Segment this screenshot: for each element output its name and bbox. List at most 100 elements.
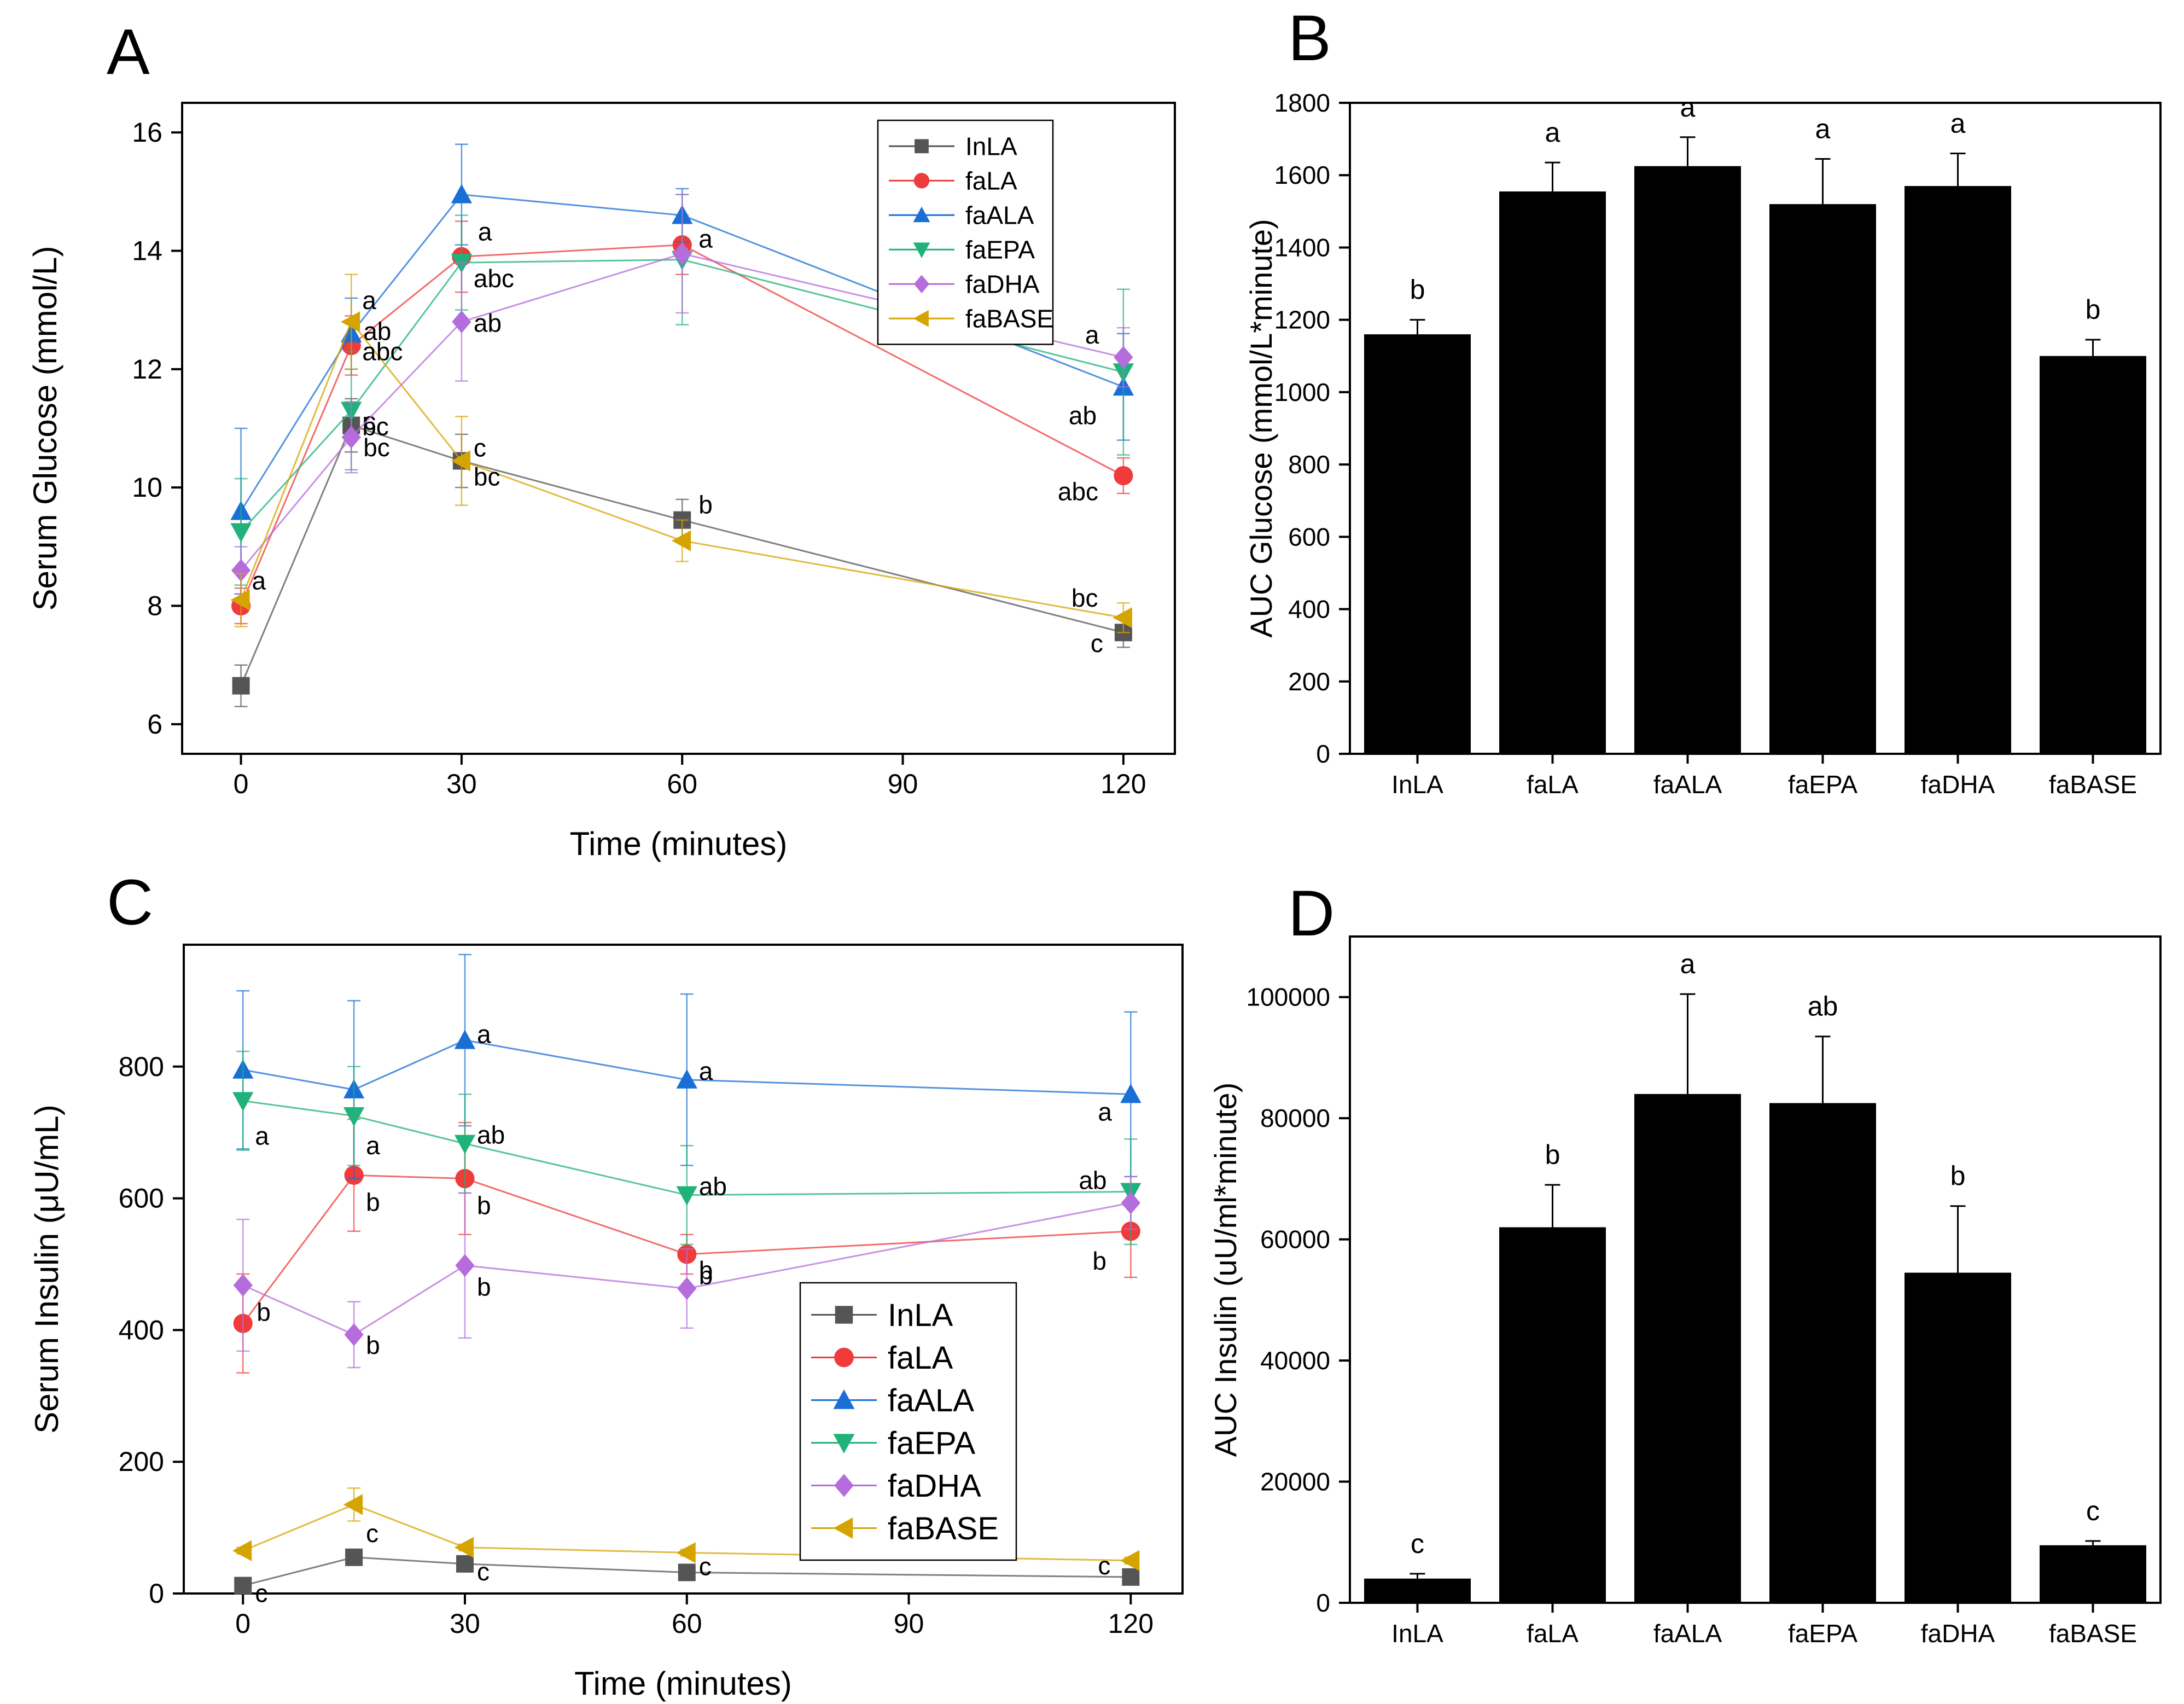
legend-marker xyxy=(913,173,930,189)
x-tick-label: faEPA xyxy=(1788,770,1857,799)
legend-box xyxy=(799,1282,1017,1561)
bar-fabase xyxy=(2040,356,2146,754)
x-tick-label: 60 xyxy=(667,769,697,799)
legend-label: InLA xyxy=(888,1298,953,1333)
panel-letter-a: A xyxy=(107,16,150,88)
plot-frame xyxy=(1349,935,2162,1604)
x-tick-label: faBASE xyxy=(2049,1619,2137,1648)
data-point xyxy=(343,1494,363,1515)
y-tick-label: 800 xyxy=(119,1051,164,1082)
significance-label: a xyxy=(1815,113,1831,144)
y-tick-label: 14 xyxy=(132,235,162,266)
panel-letter-d: D xyxy=(1288,877,1335,950)
legend-label: faBASE xyxy=(965,304,1053,333)
legend-marker xyxy=(834,1474,854,1497)
y-tick-label: 200 xyxy=(119,1446,164,1477)
legend-label: faALA xyxy=(965,201,1034,229)
significance-label: c xyxy=(1411,1528,1424,1559)
x-tick-label: 90 xyxy=(894,1608,924,1639)
y-tick-label: 0 xyxy=(1316,740,1330,768)
bar-inla xyxy=(1364,1578,1471,1603)
x-axis-label: Time (minutes) xyxy=(570,825,788,862)
significance-label: ab xyxy=(477,1121,505,1149)
chart-b: 0 200 400 600 800 1000 1200 1400 1600 1800 AUC Glu… xyxy=(1244,89,2162,799)
data-point xyxy=(672,530,691,551)
significance-label: ab xyxy=(1079,1166,1106,1195)
data-point xyxy=(677,1277,697,1300)
legend-label: faBASE xyxy=(888,1511,999,1546)
panel-d: D 0 20000 40000 60000 80000 100000 AUC Insulin… xyxy=(1208,877,2162,1648)
significance-label: a xyxy=(252,567,266,595)
y-tick-label: 600 xyxy=(119,1183,164,1214)
data-point xyxy=(1113,607,1132,629)
significance-label: b xyxy=(699,1261,713,1290)
x-tick-label: 90 xyxy=(888,769,918,799)
significance-label: bc xyxy=(362,412,389,441)
x-tick-label: 30 xyxy=(446,769,477,799)
y-tick-label: 400 xyxy=(1288,595,1330,624)
x-tick-label: faLA xyxy=(1527,770,1579,799)
significance-label: a xyxy=(1085,321,1099,349)
data-point xyxy=(232,677,250,695)
y-tick-label: 8 xyxy=(147,591,162,621)
significance-label: ab xyxy=(1808,991,1838,1022)
y-tick-label: 40000 xyxy=(1260,1346,1330,1375)
x-tick-label: 0 xyxy=(234,769,249,799)
data-point xyxy=(1120,1084,1141,1103)
significance-label: c xyxy=(699,1552,712,1580)
y-tick-label: 600 xyxy=(1288,522,1330,551)
x-tick-label: 120 xyxy=(1100,769,1146,799)
significance-label: b xyxy=(1545,1139,1560,1170)
bar-fabase xyxy=(2040,1545,2146,1603)
data-point xyxy=(1114,346,1133,369)
data-point xyxy=(451,184,473,203)
x-tick-label: 0 xyxy=(235,1608,251,1639)
significance-label: c xyxy=(477,1557,490,1586)
data-point xyxy=(454,1135,476,1154)
y-axis-label: AUC Insulin (uU/ml*minute) xyxy=(1208,1083,1243,1457)
x-tick-label: 30 xyxy=(450,1608,480,1639)
significance-label: bc xyxy=(363,433,390,462)
data-point xyxy=(344,1323,364,1346)
significance-label: ab xyxy=(699,1172,727,1201)
x-tick-label: InLA xyxy=(1391,770,1443,799)
y-axis-label: Serum Glucose (mmol/L) xyxy=(27,246,63,611)
bar-faepa xyxy=(1769,204,1876,754)
panel-a: A 0 30 60 90 120 6 8 10 12 14 16 Time (minutes) Seru… xyxy=(27,16,1176,862)
legend-marker xyxy=(834,1347,854,1368)
chart-d: 0 20000 40000 60000 80000 100000 AUC Insulin (… xyxy=(1208,935,2162,1648)
legend: InLA faLA faALA faEPA faDHA faBASE xyxy=(799,1282,1017,1561)
significance-label: b xyxy=(1092,1247,1106,1275)
data-point xyxy=(678,1563,696,1581)
significance-label: b xyxy=(698,491,713,519)
y-tick-label: 20000 xyxy=(1260,1468,1330,1496)
legend-label: faLA xyxy=(888,1340,953,1376)
significance-label: a xyxy=(1950,108,1966,139)
data-point xyxy=(676,1542,696,1563)
significance-label: b xyxy=(366,1188,380,1216)
legend-marker xyxy=(833,1517,853,1539)
legend-marker xyxy=(913,206,930,223)
data-point xyxy=(1120,1550,1140,1571)
y-tick-label: 16 xyxy=(132,117,162,148)
legend-label: faEPA xyxy=(888,1426,975,1461)
significance-label: c xyxy=(255,1579,267,1608)
legend-marker xyxy=(915,139,929,154)
legend-marker xyxy=(913,242,930,258)
significance-label: b xyxy=(699,1256,713,1284)
y-tick-label: 1000 xyxy=(1274,378,1330,406)
data-point xyxy=(455,1254,475,1277)
significance-label: a xyxy=(1680,92,1696,123)
legend-marker xyxy=(833,1434,855,1453)
legend-marker xyxy=(833,1389,855,1409)
significance-label: a xyxy=(1545,117,1560,148)
significance-label: a xyxy=(362,286,376,315)
significance-label: b xyxy=(257,1298,271,1326)
data-point xyxy=(231,559,251,582)
significance-label: ab xyxy=(474,309,502,337)
data-point xyxy=(232,1540,252,1561)
y-tick-label: 400 xyxy=(119,1315,164,1345)
